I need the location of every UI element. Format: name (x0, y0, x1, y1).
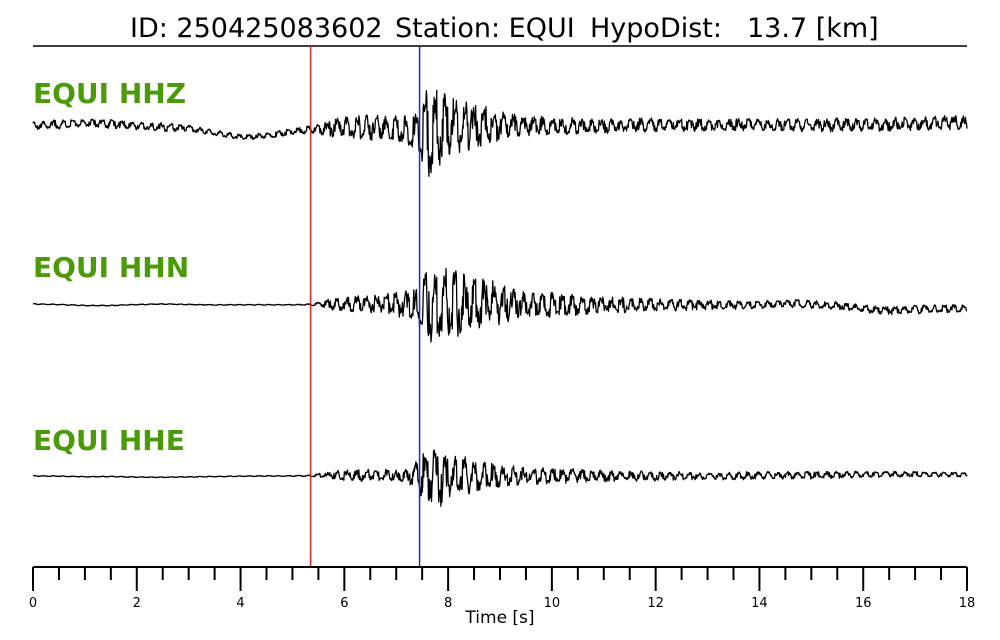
x-axis-label: Time [s] (464, 608, 534, 628)
figure-title: ID: 250425083602 Station: EQUI HypoDist:… (130, 13, 879, 44)
x-axis: 0 2 4 6 8 10 12 14 16 18 (29, 566, 976, 611)
channel-label: EQUI HHZ (33, 77, 186, 110)
channel-label: EQUI HHE (33, 424, 185, 457)
trace-line (32, 89, 968, 177)
x-tick-label: 16 (855, 596, 872, 611)
x-tick-label: 6 (340, 596, 348, 611)
x-tick-label: 4 (236, 596, 244, 611)
x-tick-label: 12 (647, 596, 664, 611)
station-text: Station: EQUI (395, 13, 575, 44)
event-id-text: ID: 250425083602 (130, 13, 383, 44)
hypodist-value: 13.7 [km] (747, 13, 879, 44)
x-tick-label: 2 (133, 596, 141, 611)
trace-line (32, 267, 968, 343)
hypodist-label: HypoDist: (590, 13, 722, 44)
x-tick-label: 0 (29, 596, 37, 611)
x-tick-label: 8 (444, 596, 452, 611)
trace-line (32, 449, 968, 507)
traces-group (32, 89, 968, 507)
channel-label: EQUI HHN (33, 251, 189, 284)
x-tick-label: 18 (959, 596, 976, 611)
x-tick-label: 10 (544, 596, 561, 611)
channel-labels: EQUI HHZ EQUI HHN EQUI HHE (33, 77, 189, 457)
x-tick-label: 14 (751, 596, 768, 611)
phase-picks (309, 46, 421, 567)
